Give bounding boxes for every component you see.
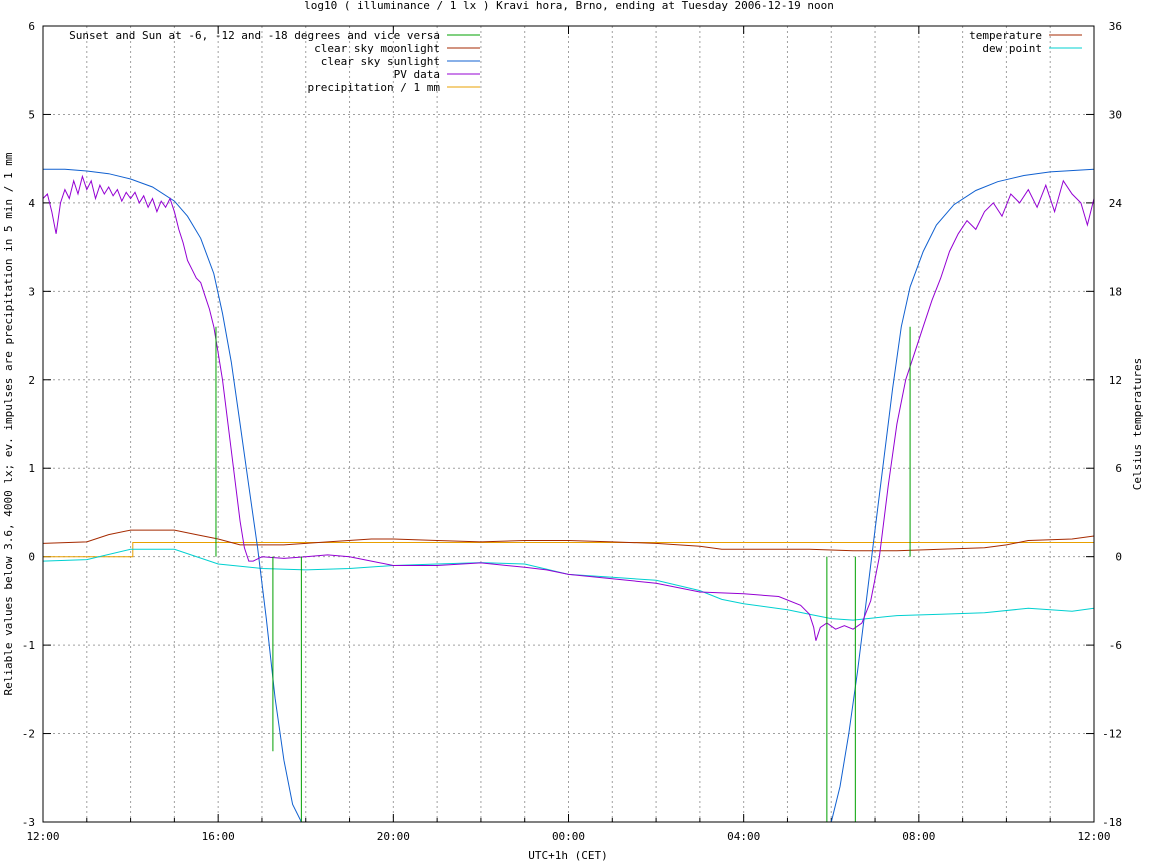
- y2-tick-label: 12: [1109, 374, 1122, 387]
- x-tick-label: 08:00: [902, 830, 935, 843]
- y2-axis-label: Celsius temperatures: [1131, 358, 1144, 490]
- y-tick-label: 4: [28, 197, 35, 210]
- y2-tick-label: 0: [1115, 551, 1122, 564]
- y-tick-label: 0: [28, 551, 35, 564]
- y-tick-label: 3: [28, 285, 35, 298]
- y-tick-label: 6: [28, 20, 35, 33]
- series-line-sunlight: [43, 168, 1095, 823]
- y-axis-label: Reliable values below 3.6, 4000 lx; ev. …: [2, 152, 15, 695]
- y2-tick-label: 30: [1109, 108, 1122, 121]
- legend-label: clear sky moonlight: [314, 42, 440, 55]
- y2-tick-label: -12: [1102, 728, 1122, 741]
- legend-left: Sunset and Sun at -6, -12 and -18 degree…: [69, 29, 480, 94]
- x-tick-label: 20:00: [377, 830, 410, 843]
- y2-tick-label: 18: [1109, 285, 1122, 298]
- series-layer: [42, 168, 1095, 823]
- x-tick-label: 12:00: [26, 830, 59, 843]
- y2-tick-label: -18: [1102, 816, 1122, 829]
- x-axis-label: UTC+1h (CET): [528, 849, 607, 862]
- x-tick-label: 00:00: [552, 830, 585, 843]
- series-line-pv: [42, 174, 1095, 641]
- chart-title: log10 ( illuminance / 1 lx ) Kravi hora,…: [304, 0, 834, 12]
- legend-label: dew point: [982, 42, 1042, 55]
- y-tick-label: -1: [22, 639, 35, 652]
- y-tick-label: 2: [28, 374, 35, 387]
- y2-tick-label: 24: [1109, 197, 1123, 210]
- legend-label: temperature: [969, 29, 1042, 42]
- x-tick-label: 16:00: [202, 830, 235, 843]
- x-tick-label: 12:00: [1077, 830, 1110, 843]
- y-tick-label: 5: [28, 108, 35, 121]
- series-line-dewpoint: [42, 548, 1095, 621]
- legend-label: Sunset and Sun at -6, -12 and -18 degree…: [69, 29, 440, 42]
- y2-tick-label: 36: [1109, 20, 1122, 33]
- x-tick-label: 04:00: [727, 830, 760, 843]
- y2-tick-label: 6: [1115, 462, 1122, 475]
- y2-tick-label: -6: [1109, 639, 1122, 652]
- axis-ticks: 12:00 16:00 20:00 00:00 04:00 08:00 12:00-3-2-…: [22, 20, 1123, 843]
- legend-label: clear sky sunlight: [321, 55, 440, 68]
- legend-label: precipitation / 1 mm: [308, 81, 441, 94]
- legend-label: PV data: [394, 68, 440, 81]
- series-line-temperature: [42, 529, 1095, 552]
- y-tick-label: 1: [28, 462, 35, 475]
- y-tick-label: -3: [22, 816, 35, 829]
- plot-frame: [42, 25, 1095, 823]
- y-tick-label: -2: [22, 728, 35, 741]
- grid: [43, 26, 1094, 822]
